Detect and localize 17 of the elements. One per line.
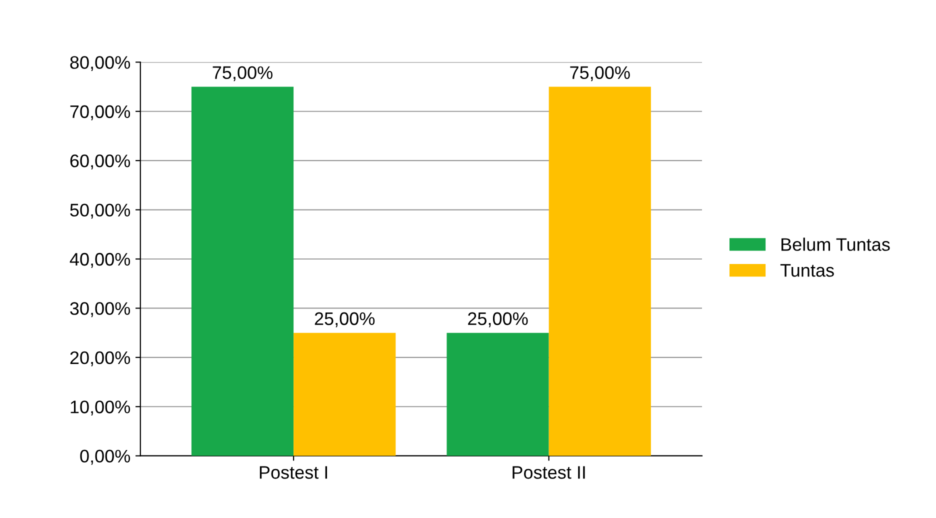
data-label: 25,00% [468,312,528,328]
legend-label: Tuntas [780,264,834,277]
data-label: 25,00% [314,312,375,328]
data-label: 75,00% [570,66,630,82]
y-tick-label: 20,00% [70,351,130,366]
y-tick-label: 10,00% [70,400,130,416]
y-tick-label: 80,00% [70,56,130,72]
y-tick-label: 70,00% [70,105,130,120]
y-tick-label: 0,00% [80,450,130,465]
data-label: 75,00% [212,66,272,82]
y-tick-label: 60,00% [70,154,130,170]
legend-label: Belum Tuntas [782,238,890,251]
x-tick-label: Postest II [512,466,585,479]
y-tick-label: 30,00% [70,302,130,318]
y-tick-label: 50,00% [70,204,130,219]
y-tick-label: 40,00% [70,252,130,268]
x-tick-label: Postest I [260,466,328,479]
